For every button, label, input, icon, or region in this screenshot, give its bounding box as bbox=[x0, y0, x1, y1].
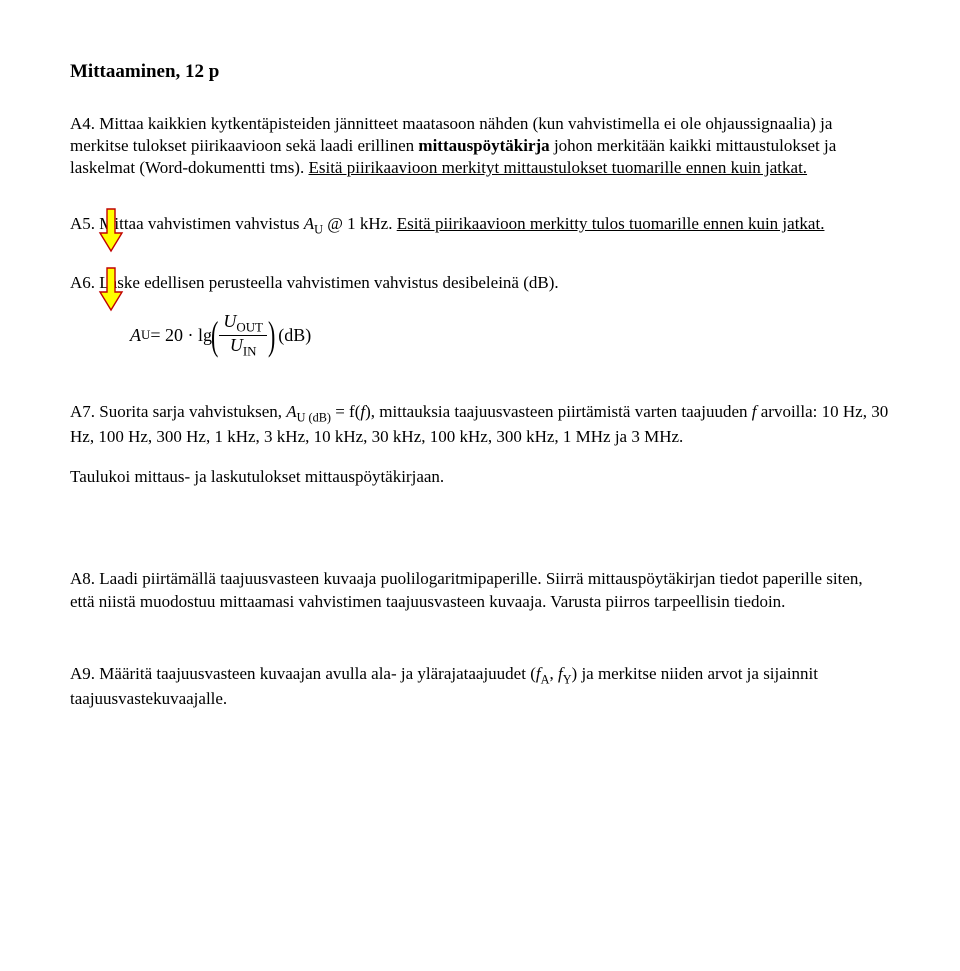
paragraph-a8: A8. Laadi piirtämällä taajuusvasteen kuv… bbox=[70, 568, 890, 612]
a7-text-mid1: = f( bbox=[331, 402, 360, 421]
a9-f2-sub: Y bbox=[563, 672, 572, 686]
formula-eq: = 20 · lg bbox=[150, 324, 212, 347]
formula-A-sub: U bbox=[141, 327, 150, 344]
a4-text-bold: mittauspöytäkirja bbox=[418, 136, 549, 155]
section-heading: Mittaaminen, 12 p bbox=[70, 60, 890, 85]
formula-unit: (dB) bbox=[278, 324, 311, 347]
arrow-down-icon bbox=[98, 207, 124, 253]
a5-text-mid: @ 1 kHz. bbox=[323, 214, 397, 233]
a5-subscript: U bbox=[314, 222, 323, 236]
frac-den-U: U bbox=[230, 335, 243, 355]
formula-A: A bbox=[130, 324, 141, 347]
paragraph-a7b: Taulukoi mittaus- ja laskutulokset mitta… bbox=[70, 466, 890, 488]
a5-symbol: A bbox=[304, 214, 314, 233]
paragraph-a4: A4. Mittaa kaikkien kytkentäpisteiden jä… bbox=[70, 113, 890, 179]
a9-text-pre: A9. Määritä taajuusvasteen kuvaajan avul… bbox=[70, 664, 536, 683]
frac-num-sub: OUT bbox=[236, 320, 263, 335]
a7-subscript: U (dB) bbox=[297, 410, 331, 424]
arrow-down-icon bbox=[98, 266, 124, 312]
paragraph-a9: A9. Määritä taajuusvasteen kuvaajan avul… bbox=[70, 663, 890, 710]
paren-right: ) bbox=[268, 316, 275, 356]
paragraph-a5: A5. Mittaa vahvistimen vahvistus AU @ 1 … bbox=[70, 213, 890, 238]
a9-comma: , bbox=[549, 664, 558, 683]
formula-fraction: UOUT UIN bbox=[219, 312, 267, 359]
a7-text-pre: A7. Suorita sarja vahvistuksen, bbox=[70, 402, 286, 421]
a5-text-underlined: Esitä piirikaavioon merkitty tulos tuoma… bbox=[397, 214, 825, 233]
a7-text-mid2: ), mittauksia taajuusvasteen piirtämistä… bbox=[365, 402, 752, 421]
frac-num-U: U bbox=[223, 311, 236, 331]
formula-a6: AU = 20 · lg ( UOUT UIN ) (dB) bbox=[130, 312, 890, 359]
frac-den-sub: IN bbox=[243, 344, 257, 359]
a4-text-underlined: Esitä piirikaavioon merkityt mittaustulo… bbox=[308, 158, 807, 177]
paragraph-a7: A7. Suorita sarja vahvistuksen, AU (dB) … bbox=[70, 401, 890, 448]
a7-symbol: A bbox=[286, 402, 296, 421]
paren-left: ( bbox=[211, 316, 218, 356]
paragraph-a6: A6. Laske edellisen perusteella vahvisti… bbox=[70, 272, 890, 294]
